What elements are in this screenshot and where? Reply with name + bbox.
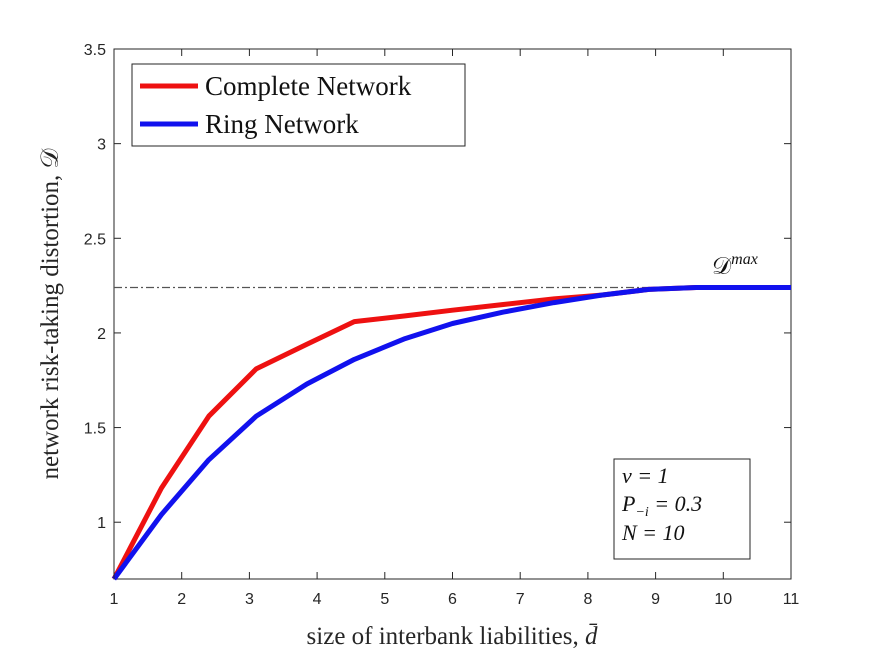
annotation-line-v: v = 1 — [622, 463, 669, 488]
x-axis-label-symbol: d̄ — [585, 623, 598, 650]
series-group — [111, 285, 791, 581]
legend: Complete Network Ring Network — [131, 63, 466, 147]
x-tick-label: 5 — [380, 591, 389, 608]
y-axis-ticks: 1 1.5 2 2.5 3 3.5 — [84, 42, 791, 532]
legend-box — [131, 63, 466, 147]
y-tick-label: 3 — [97, 137, 106, 154]
x-tick-label: 1 — [110, 591, 119, 608]
y-tick-label: 2 — [97, 326, 106, 343]
x-tick-label: 9 — [651, 591, 660, 608]
annotation-box — [613, 458, 751, 560]
y-axis-label: network risk-taking distortion, 𝒟 — [37, 148, 64, 479]
parameter-annotation: v = 1 P−i = 0.3 N = 10 — [613, 458, 751, 560]
y-tick-label: 2.5 — [84, 231, 106, 248]
dmax-label: 𝒟max — [712, 251, 758, 280]
x-tick-label: 7 — [516, 591, 525, 608]
annotation-line-n: N = 10 — [621, 520, 685, 545]
x-tick-label: 2 — [177, 591, 186, 608]
series-line-ring-network — [111, 285, 791, 581]
x-tick-label: 10 — [714, 591, 732, 608]
dmax-superscript: max — [731, 251, 758, 268]
x-tick-label: 11 — [783, 591, 800, 608]
y-tick-label: 1 — [97, 515, 106, 532]
annotation-p-value: = 0.3 — [649, 491, 702, 516]
x-axis-label: size of interbank liabilities, d̄ — [307, 623, 599, 650]
x-tick-label: 4 — [313, 591, 322, 608]
x-tick-label: 6 — [448, 591, 457, 608]
x-tick-label: 3 — [245, 591, 254, 608]
dmax-symbol: 𝒟 — [712, 254, 732, 280]
y-tick-label: 3.5 — [84, 42, 106, 59]
x-axis-label-text: size of interbank liabilities, — [307, 623, 579, 650]
annotation-p-symbol: P — [621, 491, 635, 516]
x-tick-label: 8 — [583, 591, 592, 608]
y-axis-label-symbol: 𝒟 — [37, 148, 64, 168]
y-tick-label: 1.5 — [84, 421, 106, 438]
x-axis-ticks: 1 2 3 4 5 6 7 8 9 10 11 — [110, 49, 800, 608]
legend-label-ring: Ring Network — [205, 109, 359, 139]
annotation-line-p: P−i = 0.3 — [621, 491, 702, 520]
annotation-p-subscript: −i — [635, 505, 648, 520]
y-axis-label-text: network risk-taking distortion, — [37, 175, 64, 480]
legend-label-complete: Complete Network — [205, 71, 412, 101]
